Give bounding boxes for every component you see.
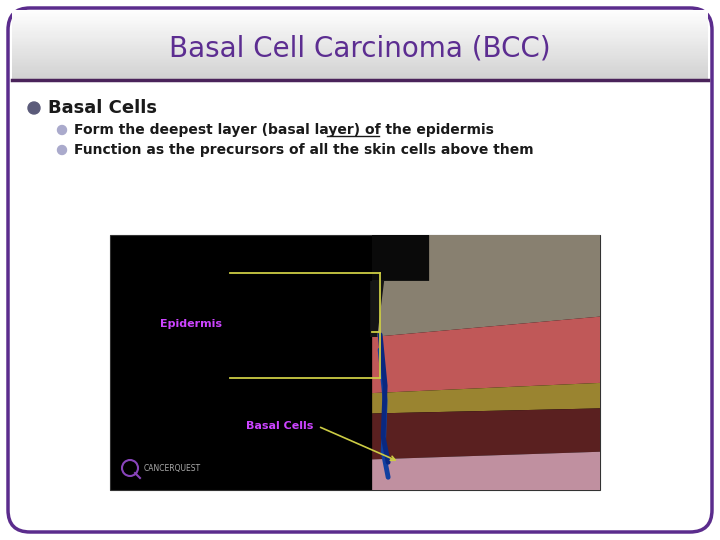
- Bar: [12, 28, 708, 30]
- Polygon shape: [372, 383, 600, 414]
- Bar: [12, 22, 708, 24]
- Bar: [110, 235, 600, 490]
- Bar: [12, 64, 708, 66]
- Text: Basal Cells: Basal Cells: [246, 421, 314, 431]
- Bar: [12, 56, 708, 58]
- Bar: [12, 25, 708, 27]
- Text: Function as the precursors of all the skin cells above them: Function as the precursors of all the sk…: [74, 143, 534, 157]
- Bar: [12, 35, 708, 37]
- Bar: [12, 42, 708, 44]
- Polygon shape: [372, 408, 600, 460]
- Bar: [12, 17, 708, 18]
- Bar: [12, 78, 708, 80]
- Bar: [12, 67, 708, 69]
- Bar: [12, 57, 708, 59]
- Bar: [12, 30, 708, 32]
- Bar: [12, 70, 708, 72]
- Bar: [12, 49, 708, 51]
- Bar: [12, 24, 708, 25]
- Bar: [12, 10, 708, 11]
- Bar: [12, 62, 708, 63]
- Bar: [12, 46, 708, 48]
- FancyBboxPatch shape: [8, 8, 712, 532]
- Polygon shape: [372, 316, 600, 393]
- Bar: [12, 40, 708, 42]
- Bar: [12, 19, 708, 21]
- Polygon shape: [370, 281, 384, 337]
- Text: Form the deepest layer (basal layer) of the epidermis: Form the deepest layer (basal layer) of …: [74, 123, 494, 137]
- Bar: [12, 37, 708, 39]
- Bar: [12, 33, 708, 35]
- Bar: [12, 50, 708, 52]
- Bar: [12, 39, 708, 41]
- Bar: [12, 12, 708, 14]
- Bar: [12, 26, 708, 28]
- Bar: [12, 29, 708, 31]
- Polygon shape: [372, 235, 600, 337]
- Bar: [12, 48, 708, 49]
- Polygon shape: [372, 235, 429, 281]
- Text: Basal Cells: Basal Cells: [48, 99, 157, 117]
- Text: CANCERQUEST: CANCERQUEST: [144, 463, 201, 472]
- Bar: [12, 44, 708, 46]
- Bar: [12, 18, 708, 20]
- Bar: [12, 60, 708, 62]
- Circle shape: [28, 102, 40, 114]
- Bar: [12, 58, 708, 60]
- Bar: [12, 15, 708, 17]
- Bar: [12, 68, 708, 70]
- Bar: [12, 21, 708, 23]
- Bar: [12, 32, 708, 34]
- Bar: [12, 65, 708, 68]
- Bar: [12, 77, 708, 79]
- Polygon shape: [372, 452, 600, 490]
- Bar: [12, 75, 708, 77]
- Text: Epidermis: Epidermis: [160, 319, 222, 329]
- Bar: [12, 14, 708, 16]
- Bar: [12, 53, 708, 55]
- Circle shape: [58, 145, 66, 154]
- Bar: [12, 55, 708, 56]
- Circle shape: [58, 125, 66, 134]
- Bar: [12, 71, 708, 73]
- Bar: [12, 72, 708, 75]
- Bar: [12, 11, 708, 13]
- Bar: [12, 74, 708, 76]
- Text: Basal Cell Carcinoma (BCC): Basal Cell Carcinoma (BCC): [169, 34, 551, 62]
- Bar: [12, 63, 708, 65]
- Bar: [12, 51, 708, 53]
- Bar: [12, 36, 708, 38]
- Bar: [12, 43, 708, 45]
